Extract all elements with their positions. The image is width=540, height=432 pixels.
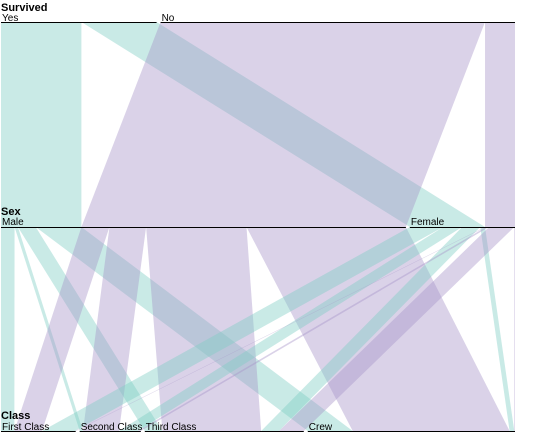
ribbon-no-male-third-class <box>146 227 262 431</box>
category-label-class-second-class[interactable]: Second Class <box>81 422 143 432</box>
ribbon-yes-female-first-class <box>41 227 444 431</box>
ribbon-yes-female-second-class <box>119 227 463 431</box>
ribbon-no-female-first-class <box>74 227 486 431</box>
category-label-class-crew[interactable]: Crew <box>309 422 333 432</box>
ribbon-no-male-first-class <box>14 227 110 431</box>
ribbon-no-female <box>485 22 515 227</box>
ribbon-yes-male-second-class <box>14 227 83 431</box>
ribbon-yes-female-third-class <box>261 227 481 431</box>
category-label-survived-no[interactable]: No <box>162 13 175 24</box>
ribbon-no-male-crew <box>246 227 510 431</box>
ribbon-no-male <box>81 22 486 227</box>
category-label-class-first-class[interactable]: First Class <box>2 422 49 432</box>
ribbon-no-female-crew <box>514 227 515 431</box>
ribbon-yes-male-first-class <box>1 227 15 431</box>
category-label-class-third-class[interactable]: Third Class <box>146 422 197 432</box>
ribbon-no-female-second-class <box>137 227 490 431</box>
dimension-title-survived: Survived <box>1 2 47 14</box>
ribbon-yes-female-crew <box>480 227 515 431</box>
ribbon-yes-male <box>1 22 82 227</box>
dimension-title-sex: Sex <box>1 206 21 218</box>
category-label-sex-male[interactable]: Male <box>2 217 24 228</box>
category-label-survived-yes[interactable]: Yes <box>2 13 18 24</box>
ribbon-yes-male-crew <box>35 227 353 431</box>
ribbon-no-female-third-class <box>278 227 515 431</box>
dimension-title-class: Class <box>1 410 30 422</box>
category-label-sex-female[interactable]: Female <box>411 217 445 228</box>
ribbon-yes-male-third-class <box>17 227 163 431</box>
ribbon-no-male-second-class <box>82 227 147 431</box>
ribbons-layer <box>1 22 515 431</box>
ribbon-yes-female <box>81 22 486 227</box>
